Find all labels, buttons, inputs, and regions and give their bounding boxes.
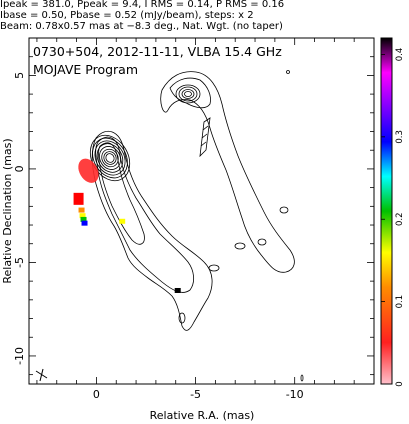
contour-map xyxy=(89,70,304,382)
contour-lobe-core-1 xyxy=(175,84,201,104)
contour-core-8 xyxy=(105,153,115,163)
colorbar xyxy=(380,37,393,385)
axis-ticks xyxy=(29,37,375,384)
polarization-spot xyxy=(80,216,87,222)
polarization-core-spot xyxy=(78,158,99,183)
colorbar-ticks: 0 0.1 0.2 0.3 0.4 xyxy=(381,48,405,387)
contour-core-6 xyxy=(101,148,119,168)
header-line-2: Ibase = 0.50, Pbase = 0.52 (mJy/beam), s… xyxy=(0,10,254,21)
polarization-spot xyxy=(78,207,85,213)
colorbar-tick-label: 0 xyxy=(395,381,405,386)
contour-island-6 xyxy=(300,374,304,382)
x-tick-labels: 0 -5 -10 xyxy=(93,388,304,401)
polarization-spot xyxy=(81,220,88,226)
polarization-spot xyxy=(119,218,126,224)
y-axis-label: Relative Declination (mas) xyxy=(1,138,14,283)
polarization-spot xyxy=(174,287,181,293)
contour-core-5 xyxy=(99,146,121,170)
chart-title: 0730+504, 2012-11-11, VLBA 15.4 GHz xyxy=(33,44,282,59)
x-tick-label: 0 xyxy=(93,388,100,401)
contour-outer-jet xyxy=(91,130,213,331)
y-tick-label: -10 xyxy=(13,347,26,365)
y-tick-label: 0 xyxy=(13,165,26,172)
chart-subtitle: MOJAVE Program xyxy=(33,62,138,77)
contour-lobe-core-2 xyxy=(178,86,198,102)
contour-core-3 xyxy=(94,140,126,176)
polarization-spot xyxy=(79,213,86,219)
colorbar-tick-label: 0.2 xyxy=(395,212,405,226)
colorbar-tick-label: 0.3 xyxy=(395,130,405,144)
contour-core-4 xyxy=(96,143,124,173)
colorbar-tick-label: 0.4 xyxy=(395,48,405,62)
contour-island-4 xyxy=(279,206,289,214)
contour-island-3 xyxy=(208,264,220,272)
contour-outer-lobe xyxy=(160,71,295,273)
header-line-1: Ipeak = 381.0, Ppeak = 9.4, I RMS = 0.14… xyxy=(0,0,285,10)
hatch-1 xyxy=(202,125,209,131)
polarization-spot xyxy=(73,192,84,205)
contour-jet-3 xyxy=(98,142,145,245)
contour-lobe-2 xyxy=(169,77,211,109)
header-line-3: Beam: 0.78x0.57 mas at −8.3 deg., Nat. W… xyxy=(0,21,283,32)
y-tick-labels: 5 0 -5 -10 xyxy=(13,72,26,365)
contour-core-7 xyxy=(103,151,117,165)
contour-island-1 xyxy=(234,242,246,250)
polarization-overlay xyxy=(73,158,181,293)
contour-lobe-core-3 xyxy=(181,89,195,99)
contour-core-2 xyxy=(92,137,128,179)
contour-island-7 xyxy=(178,312,186,324)
contour-lobe-core-4 xyxy=(184,91,192,97)
x-tick-label: -5 xyxy=(190,388,201,401)
plot-frame xyxy=(28,37,375,385)
x-tick-label: -10 xyxy=(286,388,304,401)
contour-jet-2 xyxy=(95,136,194,293)
contour-island-5 xyxy=(286,70,290,74)
contour-lobe-hatch xyxy=(199,117,211,158)
colorbar-tick-label: 0.1 xyxy=(395,295,405,309)
y-tick-label: -5 xyxy=(13,257,26,268)
contour-island-2 xyxy=(257,238,267,246)
x-axis-label: Relative R.A. (mas) xyxy=(150,409,255,422)
hatch-2 xyxy=(201,133,208,139)
beam-marker xyxy=(35,368,48,382)
hatch-3 xyxy=(200,141,207,147)
y-tick-label: 5 xyxy=(13,72,26,79)
